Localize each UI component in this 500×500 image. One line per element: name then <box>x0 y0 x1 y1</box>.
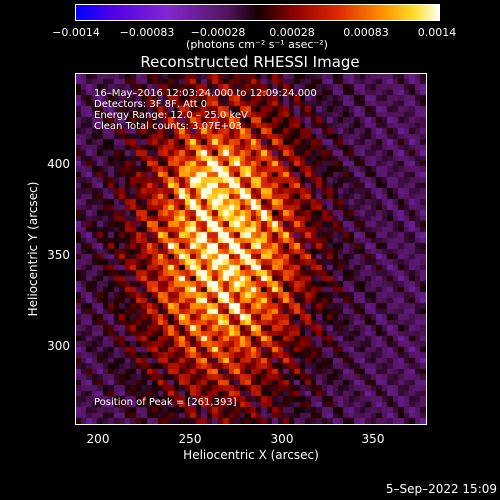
x-tick-label: 300 <box>270 432 294 446</box>
colorbar-unit-label: (photons cm⁻² s⁻¹ asec⁻²) <box>186 38 328 51</box>
colorbar-gradient <box>76 5 439 20</box>
y-axis-label: Heliocentric Y (arcsec) <box>26 181 40 317</box>
annotation-peak-position: Position of Peak = [261,393] <box>94 397 237 408</box>
annotation-energy-range: Energy Range: 12.0 – 25.0 keV <box>94 110 248 121</box>
heatmap-image <box>76 74 426 424</box>
annotation-detectors: Detectors: 3F 8F, Att 0 <box>94 99 208 110</box>
colorbar-tick-label: −0.00083 <box>119 26 175 39</box>
colorbar <box>75 4 440 21</box>
colorbar-tick-label: 0.00028 <box>269 26 315 39</box>
colorbar-tick-label: −0.00028 <box>190 26 246 39</box>
x-tick-label: 350 <box>361 432 385 446</box>
colorbar-tick-label: 0.0014 <box>417 26 457 39</box>
x-axis-label: Heliocentric X (arcsec) <box>183 448 319 462</box>
annotation-time-range: 16–May–2016 12:03:24.000 to 12:09:24.000 <box>94 88 317 99</box>
colorbar-tick-label: 0.00083 <box>343 26 389 39</box>
y-tick-label: 300 <box>47 339 70 353</box>
chart-title: Reconstructed RHESSI Image <box>140 53 360 71</box>
annotation-clean-counts: Clean Total counts: 3.07E+03 <box>94 121 242 132</box>
y-tick-label: 400 <box>47 157 70 171</box>
footer-date: 5–Sep–2022 15:09 <box>385 482 497 496</box>
x-tick-label: 250 <box>178 432 202 446</box>
plot-area: 16–May–2016 12:03:24.000 to 12:09:24.000… <box>75 73 427 425</box>
colorbar-tick-label: −0.0014 <box>52 26 100 39</box>
x-tick-label: 200 <box>86 432 110 446</box>
y-tick-label: 350 <box>47 248 70 262</box>
